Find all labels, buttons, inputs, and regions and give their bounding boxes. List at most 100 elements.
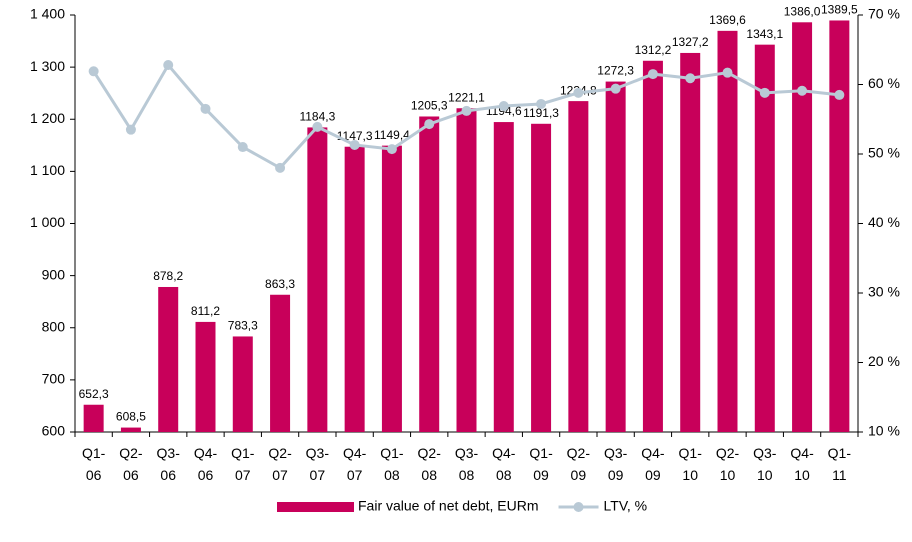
y-tick-label: 900 [42,266,66,282]
bar [232,336,253,432]
bar [792,22,813,433]
y2-tick-label: 60 % [868,75,900,91]
bar [456,108,477,433]
x-tick-label: Q2-08 [417,445,441,483]
value-label: 1312,2 [635,43,672,57]
line-marker [685,73,696,84]
bar [120,427,141,432]
bar [307,127,328,432]
bar [829,20,850,433]
line-marker [200,103,211,114]
x-tick-label: Q4-09 [641,445,665,483]
bar [531,123,552,432]
bar [754,44,775,433]
bar [344,146,365,432]
x-tick-label: Q3-09 [603,445,628,483]
x-tick-label: Q1-11 [827,445,852,483]
x-tick-label: Q3-07 [305,445,330,483]
x-tick-label: Q2-09 [566,445,591,483]
x-tick-label: Q4-10 [790,445,814,483]
value-label: 1386,0 [784,4,821,18]
bar [717,30,738,432]
legend-label: Fair value of net debt, EURm [358,498,539,514]
line-marker [424,119,435,130]
line-marker [610,83,621,94]
line-marker [797,85,808,96]
x-tick-label: Q4-08 [492,445,516,483]
y2-tick-label: 30 % [868,284,900,300]
line-marker [125,124,136,135]
line-marker [237,142,248,153]
value-label: 1221,1 [448,90,485,104]
line-marker [498,101,509,112]
y-tick-label: 1 300 [30,58,65,74]
y-tick-label: 1 200 [30,110,65,126]
value-label: 608,5 [116,410,146,424]
x-tick-label: Q1-10 [678,445,702,483]
line-marker [275,162,286,173]
value-label: 811,2 [191,304,220,318]
x-tick-label: Q4-06 [193,445,218,483]
value-label: 1272,3 [597,64,634,78]
y2-tick-label: 40 % [868,214,900,230]
value-label: 1343,1 [746,27,783,41]
value-label: 1149,4 [374,128,410,142]
x-tick-label: Q3-10 [753,445,777,483]
line-marker [722,67,733,78]
value-label: 1184,3 [299,110,335,124]
legend-swatch [277,502,354,512]
x-tick-label: Q2-07 [268,445,292,483]
y-tick-label: 1 100 [30,162,65,178]
y2-tick-label: 70 % [868,6,900,22]
y-tick-label: 1 400 [30,6,65,22]
value-label: 1389,5 [821,3,858,17]
x-tick-label: Q2-10 [715,445,740,483]
line-marker [647,69,658,80]
legend-label: LTV, % [604,498,648,514]
y2-tick-label: 10 % [868,423,900,439]
value-label: 863,3 [265,277,295,291]
bar [195,321,216,432]
bar [158,286,179,432]
bar [680,52,701,433]
line-marker [349,139,360,150]
line-marker [573,87,584,98]
y2-tick-label: 50 % [868,145,900,161]
y-tick-label: 600 [42,423,66,439]
bar [270,294,291,432]
x-tick-label: Q4-07 [342,445,367,483]
x-tick-label: Q1-06 [81,445,106,483]
x-tick-label: Q1-08 [380,445,404,483]
x-tick-label: Q3-06 [156,445,180,483]
value-label: 878,2 [153,269,183,283]
line-marker [759,87,770,98]
line-marker [834,89,845,100]
bar [605,81,626,432]
value-label: 1205,3 [411,99,448,113]
value-label: 1191,3 [523,106,559,120]
bar [642,60,663,433]
value-label: 1369,6 [709,13,746,27]
y-tick-label: 800 [42,318,66,334]
bar [493,122,514,432]
line-marker [312,121,323,132]
bar [381,145,402,432]
x-tick-label: Q2-06 [119,445,143,483]
line-marker [461,105,472,116]
x-tick-label: Q3-08 [454,445,479,483]
value-label: 652,3 [79,387,109,401]
line-marker [386,144,397,155]
bar [83,404,104,432]
bar [419,116,440,433]
y-tick-label: 700 [42,371,66,387]
x-tick-label: Q1-07 [231,445,255,483]
bar [568,101,589,432]
x-tick-label: Q1-09 [529,445,553,483]
line-marker [536,98,547,109]
y-tick-label: 1 000 [30,214,65,230]
value-label: 1327,2 [672,35,709,49]
value-label: 783,3 [228,319,258,333]
line-marker [88,66,99,77]
